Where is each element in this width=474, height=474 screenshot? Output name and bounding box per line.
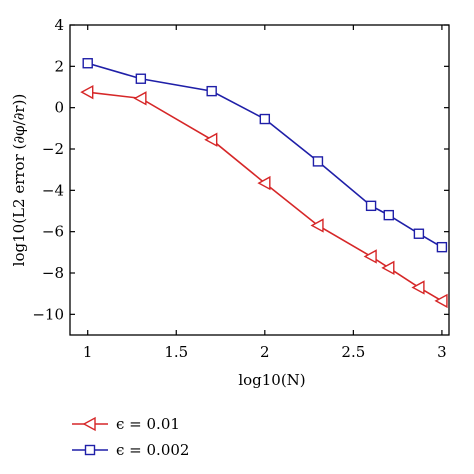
legend: ϵ = 0.01 ϵ = 0.002 <box>72 415 189 459</box>
x-tick-label: 1.5 <box>164 343 188 361</box>
data-point <box>257 175 271 191</box>
data-point <box>363 249 377 264</box>
data-point <box>365 200 377 212</box>
series-1 <box>80 84 448 309</box>
series-layer <box>80 58 448 309</box>
y-tick-label: −6 <box>42 223 64 241</box>
legend-label: ϵ = 0.002 <box>116 441 189 459</box>
data-point <box>434 293 448 309</box>
x-tick-label: 1 <box>83 343 93 361</box>
x-axis-ticks: 1 1.5 2 2.5 3 <box>83 25 447 361</box>
legend-item: ϵ = 0.01 <box>72 415 180 433</box>
data-point <box>259 113 271 125</box>
x-tick-label: 3 <box>437 343 447 361</box>
y-tick-label: 0 <box>54 99 64 117</box>
y-tick-label: 4 <box>54 16 64 34</box>
data-point <box>206 85 217 97</box>
y-axis-ticks: 4 2 0 −2 −4 −6 −8 −10 <box>32 16 449 323</box>
y-tick-label: −10 <box>32 305 64 323</box>
y-tick-label: −2 <box>42 140 64 158</box>
plot-frame <box>69 24 450 336</box>
x-axis-label: log10(N) <box>238 371 305 389</box>
legend-item: ϵ = 0.002 <box>72 441 189 459</box>
data-point <box>381 260 395 276</box>
data-point <box>413 228 425 239</box>
y-tick-label: 2 <box>54 57 64 75</box>
legend-marker <box>84 444 96 456</box>
data-point <box>82 58 93 69</box>
y-tick-label: −4 <box>42 181 64 199</box>
legend-marker <box>82 416 96 432</box>
data-point <box>383 209 394 221</box>
series-2 <box>82 58 448 253</box>
legend-label: ϵ = 0.01 <box>116 415 180 433</box>
data-point <box>135 73 147 84</box>
data-point <box>312 156 324 167</box>
data-point <box>411 280 425 295</box>
y-tick-label: −8 <box>42 264 64 282</box>
x-tick-label: 2 <box>260 343 270 361</box>
data-point <box>204 132 218 147</box>
data-point <box>310 218 324 233</box>
data-point <box>133 91 147 106</box>
y-axis-label: log10(L2 error (∂φ/∂r)) <box>10 94 28 267</box>
data-point <box>80 84 94 100</box>
x-tick-label: 2.5 <box>341 343 365 361</box>
data-point <box>436 241 448 253</box>
